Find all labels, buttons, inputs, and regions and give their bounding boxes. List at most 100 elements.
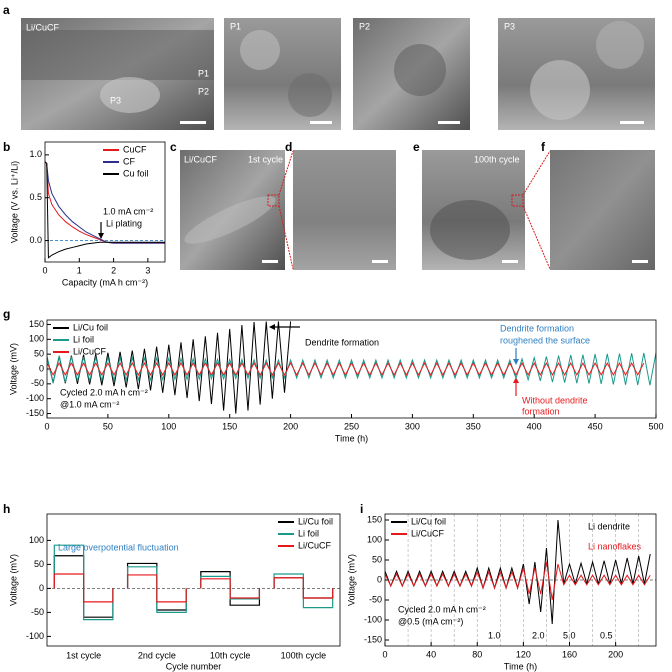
scale-bar [310, 121, 332, 124]
arrow-head [513, 359, 519, 365]
image-label: P2 [359, 21, 370, 31]
legend-label: Li/CuCF [411, 528, 445, 538]
legend-label: Li/Cu foil [73, 322, 108, 332]
x-tick-label: 400 [527, 421, 542, 431]
sem-texture [430, 200, 510, 260]
panel-label: c [170, 140, 177, 154]
zoom-box [267, 194, 280, 207]
y-tick-label: 0.0 [29, 235, 42, 245]
panel-label: a [3, 3, 10, 17]
legend-label: CF [123, 156, 135, 166]
x-tick-label: 0 [44, 421, 49, 431]
scale-bar [372, 260, 388, 263]
annotation: 2.0 [532, 630, 545, 640]
image-label: P2 [198, 86, 209, 96]
sem-texture [240, 30, 280, 70]
plot-frame [46, 319, 657, 419]
series-line [47, 361, 645, 377]
sem-texture [100, 77, 160, 113]
sem-image [224, 18, 341, 130]
x-tick-label: 450 [588, 421, 603, 431]
profile-line [53, 573, 114, 603]
x-tick-label: 200 [608, 649, 623, 659]
x-tick-label: 120 [516, 649, 531, 659]
annotation: Cycled 2.0 mA h cm⁻² [60, 387, 148, 397]
x-tick-label: 0 [42, 265, 47, 275]
sem-images [21, 18, 655, 270]
y-tick-label: 150 [367, 514, 382, 524]
x-tick-label: 160 [562, 649, 577, 659]
legend-label: Li/CuCF [73, 346, 107, 356]
sem-texture [288, 73, 332, 117]
x-tick-label: 500 [648, 421, 663, 431]
series-line [45, 161, 165, 244]
sem-texture [184, 196, 276, 244]
panel-label: d [285, 140, 292, 154]
legend-label: Li/CuCF [298, 540, 332, 550]
annotation: Cycled 2.0 mA h cm⁻² [398, 604, 486, 614]
x-tick-label: 80 [472, 649, 482, 659]
x-tick-label: 150 [222, 421, 237, 431]
y-tick-label: 0 [39, 363, 44, 373]
y-tick-label: -50 [31, 378, 44, 388]
x-axis-label: Time (h) [335, 433, 368, 443]
y-tick-label: 50 [34, 559, 44, 569]
sem-texture [394, 44, 446, 96]
scale-bar [262, 260, 278, 263]
zoom-line [522, 150, 551, 196]
x-axis-label: Capacity (mA h cm⁻²) [62, 277, 148, 287]
image-label: P1 [230, 21, 241, 31]
annotation: Without dendrite [522, 395, 588, 405]
x-axis-label: Cycle number [166, 661, 222, 671]
annotation: formation [522, 406, 560, 416]
scale-bar [438, 121, 460, 124]
y-tick-label: -100 [26, 631, 44, 641]
x-tick-label: 1st cycle [66, 650, 101, 660]
y-tick-label: -150 [364, 634, 382, 644]
sem-texture [293, 150, 396, 270]
x-tick-label: 200 [283, 421, 298, 431]
annotation: 5.0 [563, 630, 576, 640]
x-tick-label: 0 [382, 649, 387, 659]
x-tick-label: 250 [344, 421, 359, 431]
image-label: 100th cycle [474, 154, 520, 164]
legend-label: Li/Cu foil [411, 516, 446, 526]
annotation: Dendrite formation [500, 323, 574, 333]
image-label: P3 [504, 21, 515, 31]
annotation: 1.0 mA cm⁻² [103, 206, 153, 216]
scale-bar [620, 121, 644, 124]
annotation: @1.0 mA cm⁻² [60, 399, 119, 409]
series-line [385, 561, 651, 601]
y-tick-label: 1.0 [29, 149, 42, 159]
x-tick-label: 1 [77, 265, 82, 275]
y-tick-label: -100 [26, 393, 44, 403]
arrow-head [513, 377, 519, 383]
y-tick-label: 0.5 [29, 192, 42, 202]
x-tick-label: 40 [426, 649, 436, 659]
profile-line [273, 577, 334, 599]
x-tick-label: 2 [111, 265, 116, 275]
x-tick-label: 100th cycle [281, 650, 327, 660]
x-tick-label: 350 [466, 421, 481, 431]
x-tick-label: 3 [145, 265, 150, 275]
y-tick-label: 0 [377, 574, 382, 584]
sem-texture [21, 30, 214, 80]
annotation: Li plating [106, 218, 142, 228]
profile-line [126, 574, 187, 603]
scale-bar [180, 121, 206, 124]
y-tick-label: -50 [31, 607, 44, 617]
annotation: roughened the surface [500, 335, 590, 345]
x-axis-label: Time (h) [504, 661, 537, 671]
plot-frame [384, 513, 657, 647]
x-tick-label: 2nd cycle [138, 650, 176, 660]
image-label: 1st cycle [248, 154, 283, 164]
x-tick-label: 10th cycle [210, 650, 251, 660]
legend-label: Li foil [298, 528, 319, 538]
panel-label: e [413, 140, 420, 154]
sem-texture [530, 60, 590, 120]
panel-label: g [3, 307, 10, 321]
y-tick-label: 100 [29, 535, 44, 545]
arrow-head [98, 233, 104, 239]
scale-bar [502, 260, 518, 263]
